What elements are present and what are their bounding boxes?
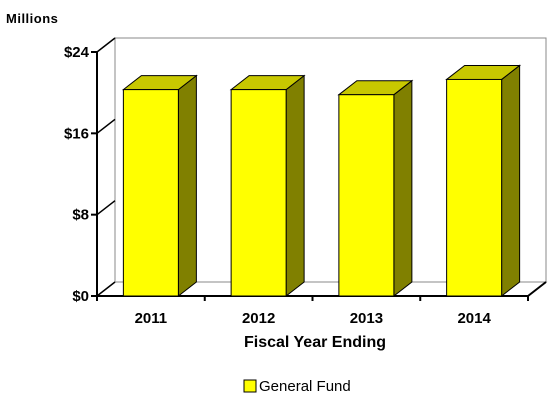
y-tick-label: $8 bbox=[72, 207, 89, 224]
y-tick-depth bbox=[96, 200, 116, 216]
x-axis-ticks: 2011 2012 2013 2014 bbox=[96, 296, 529, 327]
legend-swatch-general-fund bbox=[243, 379, 257, 393]
bar-front bbox=[230, 89, 287, 297]
side-wall bbox=[96, 36, 116, 298]
bar-front bbox=[338, 94, 395, 297]
units-label: Millions bbox=[6, 11, 58, 26]
x-tick-label: 2013 bbox=[350, 310, 383, 327]
bar-front bbox=[446, 78, 503, 297]
x-axis-label: Fiscal Year Ending bbox=[244, 334, 386, 351]
bar-side bbox=[393, 79, 413, 298]
bar-front bbox=[122, 89, 179, 297]
x-tick-label: 2011 bbox=[135, 310, 168, 327]
y-axis-ticks: $0 $8 $16 $24 bbox=[64, 37, 116, 305]
y-tick-label: $16 bbox=[64, 125, 89, 142]
bar-2011 bbox=[121, 74, 198, 298]
y-tick-depth bbox=[96, 281, 116, 297]
y-tick-label: $24 bbox=[64, 44, 90, 61]
x-tick-label: 2014 bbox=[457, 310, 491, 327]
bar-2013 bbox=[337, 79, 414, 298]
y-tick-depth bbox=[96, 118, 116, 134]
legend: General Fund bbox=[243, 378, 351, 395]
x-tick-label: 2012 bbox=[242, 310, 275, 327]
x-axis-depth-line bbox=[527, 281, 547, 297]
bar-side bbox=[501, 64, 521, 298]
bars bbox=[121, 64, 522, 298]
y-tick-depth bbox=[96, 37, 116, 53]
bar-2014 bbox=[445, 64, 522, 298]
legend-label-general-fund: General Fund bbox=[259, 378, 351, 395]
y-tick-label: $0 bbox=[72, 288, 89, 305]
bar-2012 bbox=[229, 74, 306, 298]
bar-side bbox=[177, 74, 197, 298]
bar-side bbox=[285, 74, 305, 298]
